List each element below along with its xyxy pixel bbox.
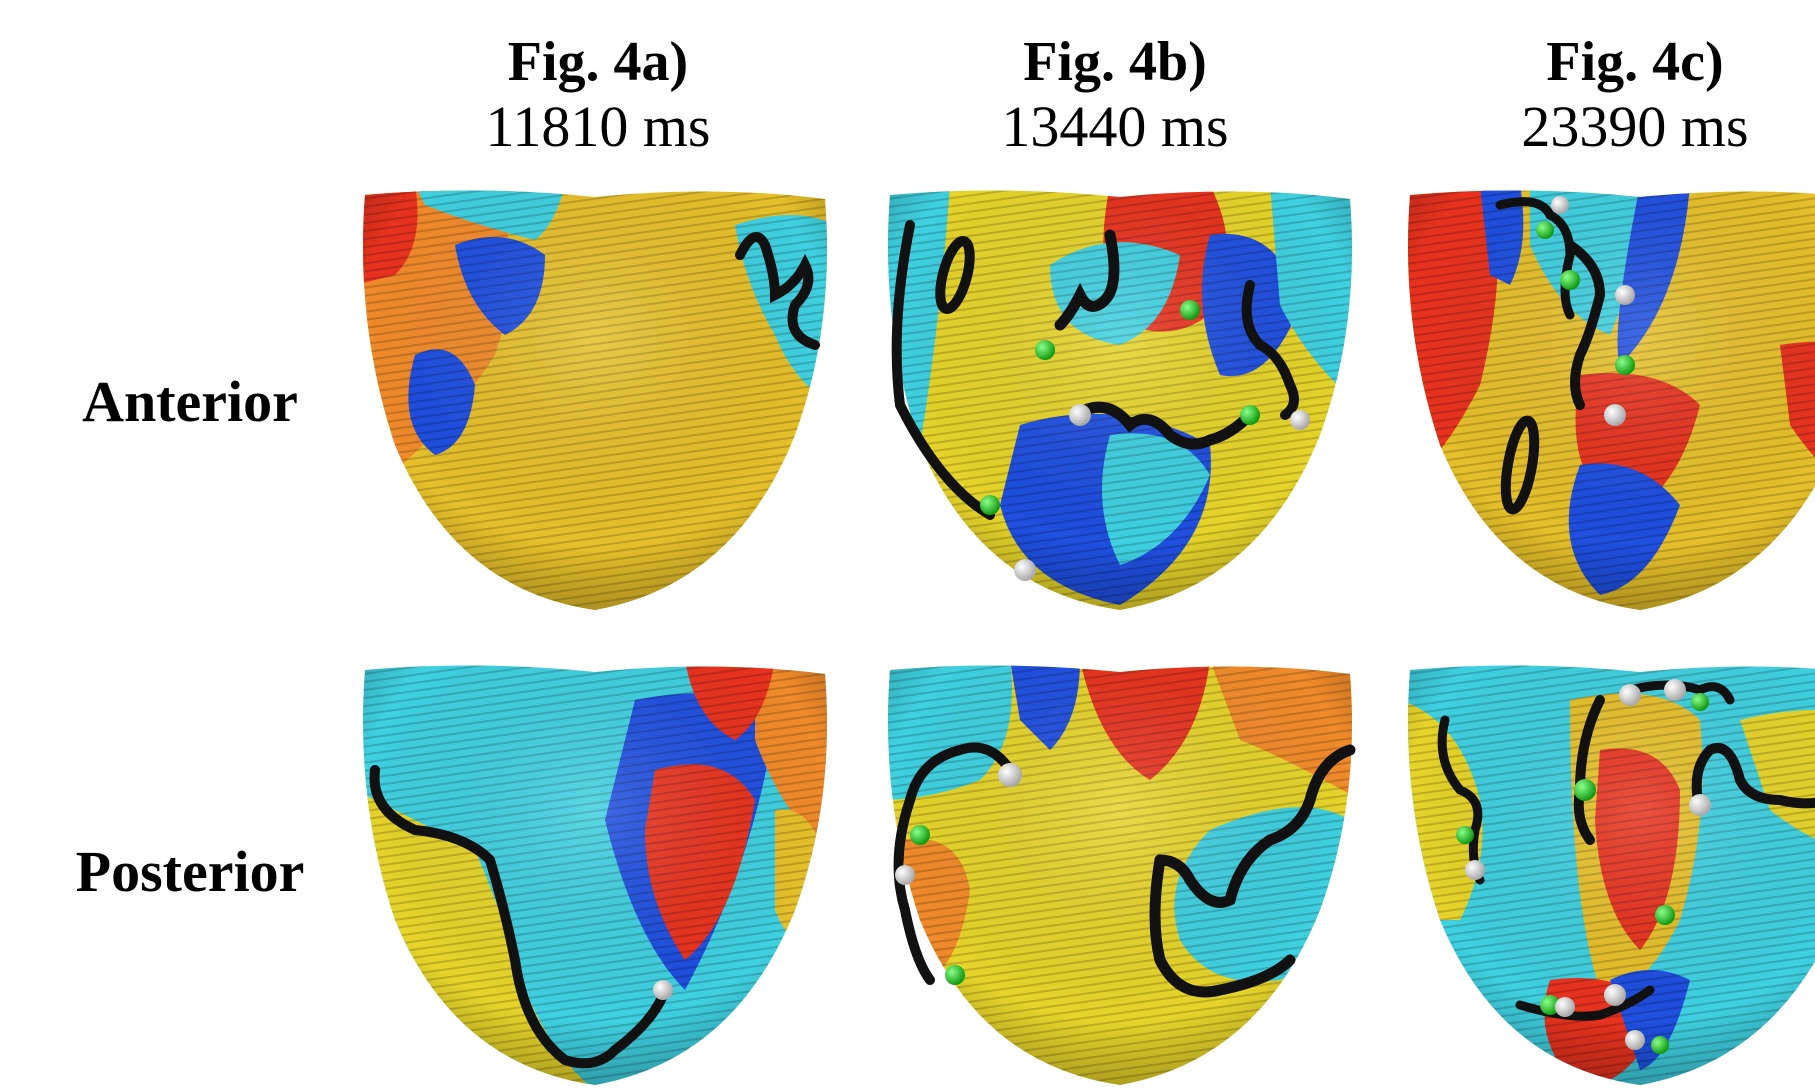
heart-posterior-4a bbox=[355, 660, 835, 1090]
time-label: 13440 ms bbox=[1001, 94, 1229, 159]
row-label-anterior: Anterior bbox=[82, 369, 298, 434]
time-label: 11810 ms bbox=[485, 94, 711, 159]
heart-anterior-4a bbox=[355, 185, 835, 615]
column-header-4c: Fig. 4c) 23390 ms bbox=[1455, 30, 1815, 160]
row-label-posterior: Posterior bbox=[75, 839, 305, 904]
heart-posterior-4c bbox=[1400, 660, 1815, 1090]
column-header-4a: Fig. 4a) 11810 ms bbox=[418, 30, 778, 160]
figure-label: Fig. 4a) bbox=[507, 31, 689, 93]
heart-anterior-4b bbox=[880, 185, 1360, 615]
figure-label: Fig. 4b) bbox=[1023, 31, 1207, 93]
time-label: 23390 ms bbox=[1521, 94, 1749, 159]
figure-label: Fig. 4c) bbox=[1546, 31, 1724, 93]
column-header-4b: Fig. 4b) 13440 ms bbox=[935, 30, 1295, 160]
heart-posterior-4b bbox=[880, 660, 1360, 1090]
heart-anterior-4c bbox=[1400, 185, 1815, 615]
